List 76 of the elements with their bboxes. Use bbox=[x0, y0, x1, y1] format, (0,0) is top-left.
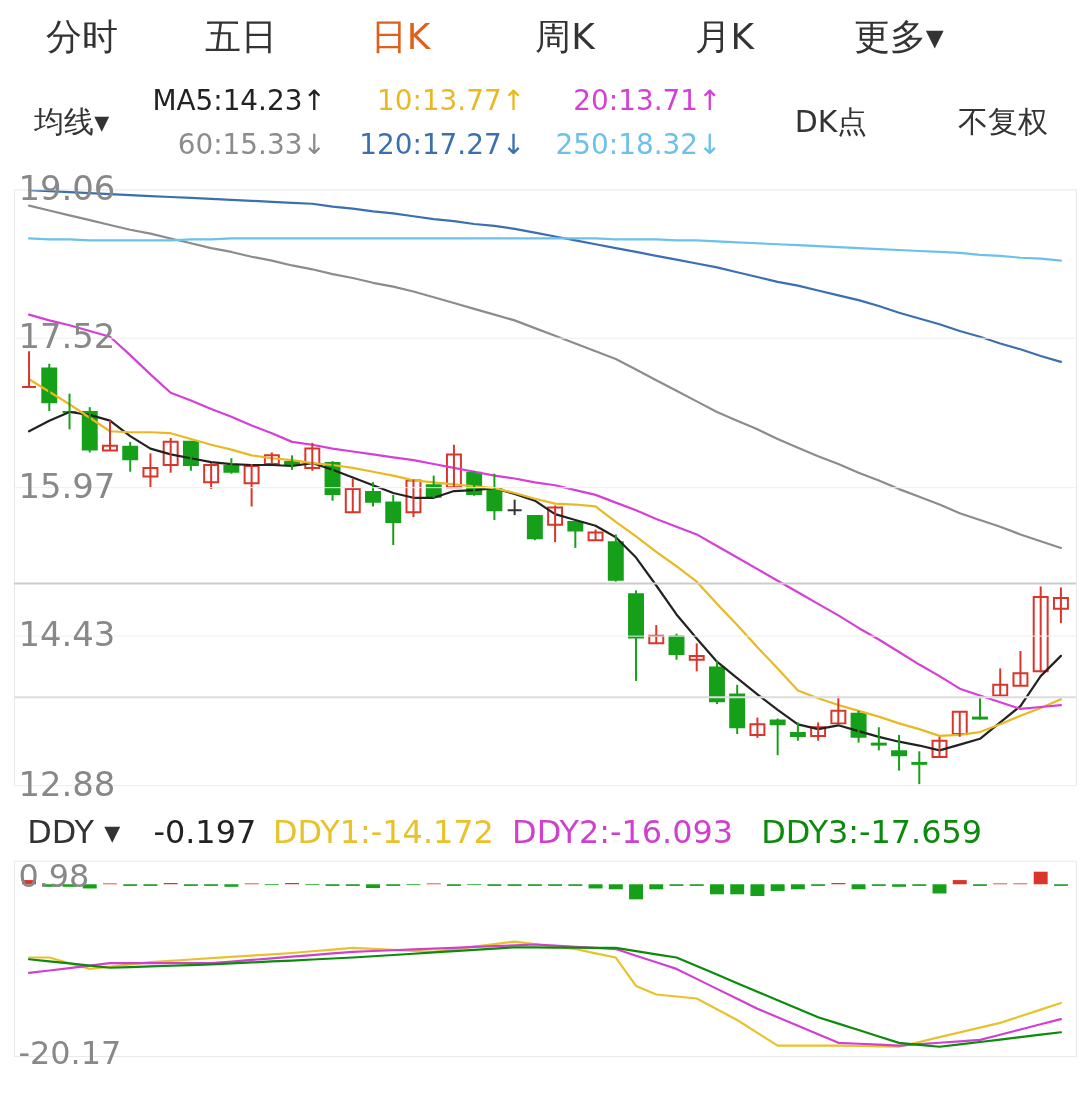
text: 250:18.32↓ bbox=[555, 128, 722, 162]
candlestick bbox=[445, 443, 462, 489]
candlestick bbox=[102, 419, 118, 452]
series-label: 120:17.27↓ bbox=[359, 128, 526, 162]
candlestick bbox=[506, 498, 523, 517]
candlestick bbox=[1012, 650, 1029, 687]
candlestick bbox=[1052, 586, 1069, 625]
text: 更多▾ bbox=[853, 15, 944, 57]
candlestick bbox=[911, 750, 928, 786]
bar bbox=[952, 880, 967, 885]
text: 月K bbox=[694, 15, 756, 57]
text: 五日 bbox=[205, 15, 278, 57]
bar bbox=[1033, 871, 1048, 885]
text: 不复权 bbox=[958, 104, 1049, 140]
text: 20:13.71↑ bbox=[573, 83, 722, 117]
bar bbox=[932, 884, 947, 894]
series-label: -0.197 bbox=[153, 812, 257, 851]
bar bbox=[790, 884, 805, 890]
candlestick bbox=[587, 528, 604, 542]
candlestick bbox=[547, 504, 564, 544]
candlestick bbox=[243, 463, 260, 508]
text: DDY2:-16.093 bbox=[512, 812, 733, 851]
text: 周K bbox=[535, 15, 597, 57]
text: MA5:14.23↑ bbox=[152, 83, 326, 117]
candlestick bbox=[810, 721, 827, 742]
bar bbox=[892, 884, 907, 887]
text: 日K bbox=[370, 15, 432, 57]
text: 均线▾ bbox=[33, 104, 110, 140]
candlestick bbox=[648, 624, 665, 645]
text: 分时 bbox=[45, 15, 118, 57]
bar bbox=[608, 884, 623, 890]
line-series bbox=[27, 237, 1063, 262]
text: 10:13.77↑ bbox=[377, 83, 526, 117]
y-tick-label: 17.52 bbox=[18, 317, 116, 357]
candlestick bbox=[951, 710, 968, 738]
candlestick bbox=[304, 441, 321, 472]
candlestick bbox=[931, 735, 948, 759]
y-tick-label: 12.88 bbox=[18, 764, 116, 804]
text: 60:15.33↓ bbox=[177, 128, 326, 162]
y-tick-label: 15.97 bbox=[18, 466, 116, 506]
candlestick bbox=[891, 733, 908, 772]
candlestick bbox=[61, 392, 78, 431]
bar bbox=[730, 884, 745, 895]
candlestick bbox=[972, 697, 988, 721]
text: DDY1:-14.172 bbox=[272, 812, 494, 851]
bar bbox=[770, 884, 785, 891]
candlestick bbox=[203, 462, 220, 491]
candlestick bbox=[992, 667, 1009, 697]
candlestick bbox=[789, 721, 806, 742]
y-tick-label: -20.17 bbox=[18, 1033, 122, 1072]
bar bbox=[366, 884, 380, 889]
candlestick bbox=[749, 716, 766, 739]
text: DDY3:-17.659 bbox=[761, 812, 983, 851]
bar bbox=[588, 884, 603, 889]
text: DDY ▾ bbox=[27, 812, 121, 851]
candlestick bbox=[405, 478, 422, 519]
bar bbox=[851, 884, 866, 890]
candlestick bbox=[21, 350, 38, 388]
candlestick bbox=[344, 477, 361, 514]
bar bbox=[649, 884, 664, 890]
bar bbox=[224, 884, 239, 887]
candlestick bbox=[870, 726, 887, 752]
candlestick bbox=[223, 457, 240, 475]
text: DK点 bbox=[794, 104, 868, 140]
bar bbox=[629, 884, 643, 900]
bar bbox=[750, 884, 765, 896]
candlestick bbox=[142, 452, 159, 489]
candlestick bbox=[688, 642, 705, 673]
candlestick bbox=[830, 695, 847, 725]
candlestick bbox=[263, 451, 280, 466]
y-tick-label: 14.43 bbox=[18, 615, 116, 655]
candlestick bbox=[769, 717, 786, 757]
bar bbox=[709, 884, 724, 895]
candlestick bbox=[1032, 585, 1049, 674]
candlestick bbox=[162, 437, 179, 474]
candlestick bbox=[365, 481, 381, 508]
